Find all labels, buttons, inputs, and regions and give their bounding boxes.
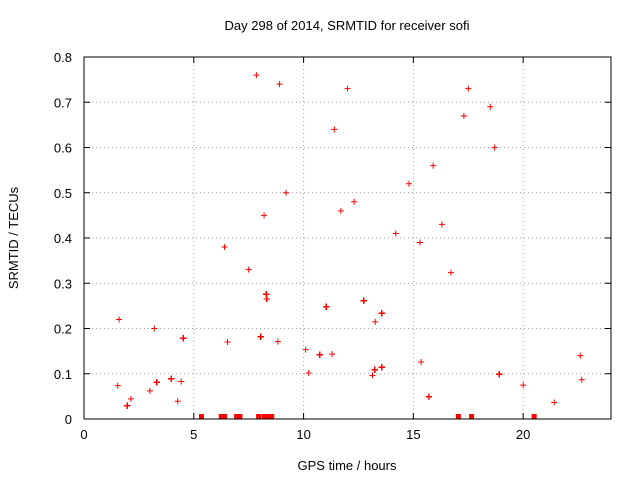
gap-markers: [198, 414, 537, 419]
data-point: [323, 303, 330, 310]
y-axis-label: SRMTID / TECUs: [6, 186, 21, 289]
data-point: [274, 338, 281, 345]
data-point-peak: [465, 85, 472, 92]
y-tick-label: 0.4: [54, 231, 72, 246]
data-point: [168, 375, 175, 382]
gap-marker: [237, 414, 243, 419]
data-point-peak: [331, 126, 338, 133]
data-points: [114, 72, 585, 409]
data-point-peak: [405, 180, 412, 187]
x-tick-labels: 0 5 10 15 20: [80, 427, 530, 442]
data-point: [302, 346, 309, 353]
data-point: [257, 333, 264, 340]
data-point: [447, 269, 454, 276]
gap-marker: [469, 414, 475, 419]
gap-marker: [269, 414, 275, 419]
x-tick-label: 0: [80, 427, 87, 442]
data-point-peak: [344, 85, 351, 92]
data-point: [425, 393, 432, 400]
gap-marker: [222, 414, 228, 419]
data-point: [369, 372, 376, 379]
grid-lines: [84, 57, 611, 419]
data-point-peak: [283, 189, 290, 196]
data-point: [127, 395, 134, 402]
x-tick-label: 5: [190, 427, 197, 442]
data-point-peak: [221, 244, 228, 251]
y-tick-label: 0.1: [54, 367, 72, 382]
data-point-peak: [261, 212, 268, 219]
x-tick-label: 20: [516, 427, 530, 442]
data-point: [329, 351, 336, 358]
data-point-peak: [253, 72, 260, 79]
data-point-peak: [276, 81, 283, 88]
data-point: [520, 382, 527, 389]
data-point: [180, 335, 187, 342]
data-point: [124, 402, 131, 409]
x-axis-label: GPS time / hours: [298, 458, 397, 473]
data-point: [224, 338, 231, 345]
gap-marker: [198, 414, 204, 419]
data-point: [378, 310, 385, 317]
data-point-peak: [438, 221, 445, 228]
data-point-peak: [460, 112, 467, 119]
data-point-peak: [392, 230, 399, 237]
data-point: [496, 371, 503, 378]
x-tick-label: 10: [296, 427, 310, 442]
y-tick-label: 0.7: [54, 95, 72, 110]
gap-marker: [455, 414, 461, 419]
data-point-peak: [416, 239, 423, 246]
x-tick-label: 15: [406, 427, 420, 442]
data-point: [378, 364, 385, 371]
data-point: [551, 399, 558, 406]
gap-marker: [261, 414, 267, 419]
data-point: [263, 291, 270, 298]
y-tick-label: 0.6: [54, 141, 72, 156]
axis-ticks: [83, 56, 611, 420]
data-point: [316, 351, 323, 358]
data-point-peak: [116, 316, 123, 323]
y-tick-label: 0.5: [54, 186, 72, 201]
y-tick-label: 0.2: [54, 322, 72, 337]
data-point: [578, 376, 585, 383]
data-point-peak: [337, 207, 344, 214]
data-point-peak: [577, 352, 584, 359]
data-point: [372, 318, 379, 325]
data-point: [418, 359, 425, 366]
data-point: [178, 378, 185, 385]
gap-marker: [218, 414, 224, 419]
gap-marker: [256, 414, 262, 419]
data-point: [174, 398, 181, 405]
data-point-peak: [245, 266, 252, 273]
gap-marker: [264, 414, 270, 419]
gap-marker: [234, 414, 240, 419]
data-point: [146, 387, 153, 394]
y-tick-labels: 0 0.1 0.2 0.3 0.4 0.5 0.6 0.7 0.8: [54, 50, 72, 427]
data-point: [371, 366, 378, 373]
data-point: [360, 297, 367, 304]
data-point-peak: [151, 325, 158, 332]
data-point: [114, 382, 121, 389]
y-tick-label: 0.3: [54, 276, 72, 291]
chart-title: Day 298 of 2014, SRMTID for receiver sof…: [225, 18, 470, 33]
data-point: [153, 379, 160, 386]
data-point-peak: [351, 198, 358, 205]
data-point: [305, 370, 312, 377]
y-tick-label: 0.8: [54, 50, 72, 65]
data-point-peak: [430, 162, 437, 169]
gap-marker: [531, 414, 537, 419]
data-point-peak: [487, 103, 494, 110]
data-point-peak: [491, 144, 498, 151]
y-tick-label: 0: [65, 412, 72, 427]
